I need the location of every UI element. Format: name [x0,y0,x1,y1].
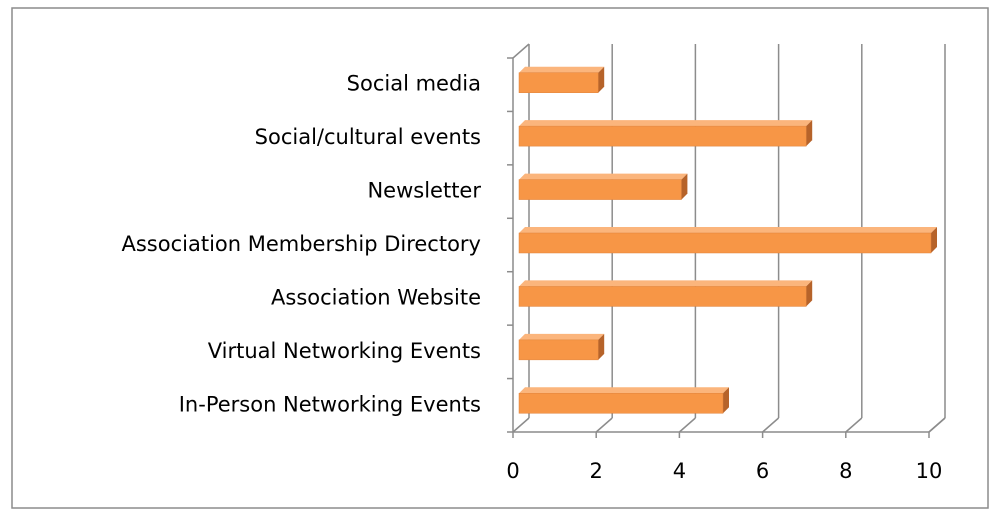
floor-grid [512,417,530,433]
bar [518,232,932,254]
bar-top [519,173,688,180]
bar [518,393,724,414]
bar-side [598,66,605,93]
bar-top [519,280,813,287]
bar-top [519,333,605,340]
y-tick-label: Social/cultural events [255,125,481,149]
y-tick-label: Newsletter [367,179,481,203]
bar-side [806,120,813,147]
bar-top [519,387,729,394]
x-tick-label: 6 [756,459,769,483]
bar-top [519,66,605,73]
bar [518,179,682,200]
bar-top [519,227,937,233]
bar [518,286,807,307]
x-tick-label: 2 [590,459,603,483]
y-tick-label: Association Website [271,285,481,309]
x-tick-label: 4 [673,459,686,483]
bar [518,125,807,147]
x-tick-label: 10 [916,459,943,483]
floor-grid [595,417,613,433]
x-tick-label: 0 [506,459,519,483]
bar-side [598,333,605,360]
bar-side [806,280,813,307]
bar-side [931,227,937,253]
floor-grid [928,417,946,433]
x-tick-label: 8 [839,459,852,483]
floor-grid [678,417,696,433]
y-tick-label: In-Person Networking Events [179,392,481,416]
y-tick-label: Virtual Networking Events [208,339,481,363]
bar [518,72,599,93]
y-tick-label: Social media [347,72,481,96]
bar-top [519,120,813,127]
bar-side [681,173,688,200]
chart-border [11,7,989,509]
bar [518,339,599,361]
floor-grid [762,417,780,433]
bar-side [723,387,729,414]
floor-grid [845,417,863,433]
y-tick-label: Association Membership Directory [121,232,481,256]
